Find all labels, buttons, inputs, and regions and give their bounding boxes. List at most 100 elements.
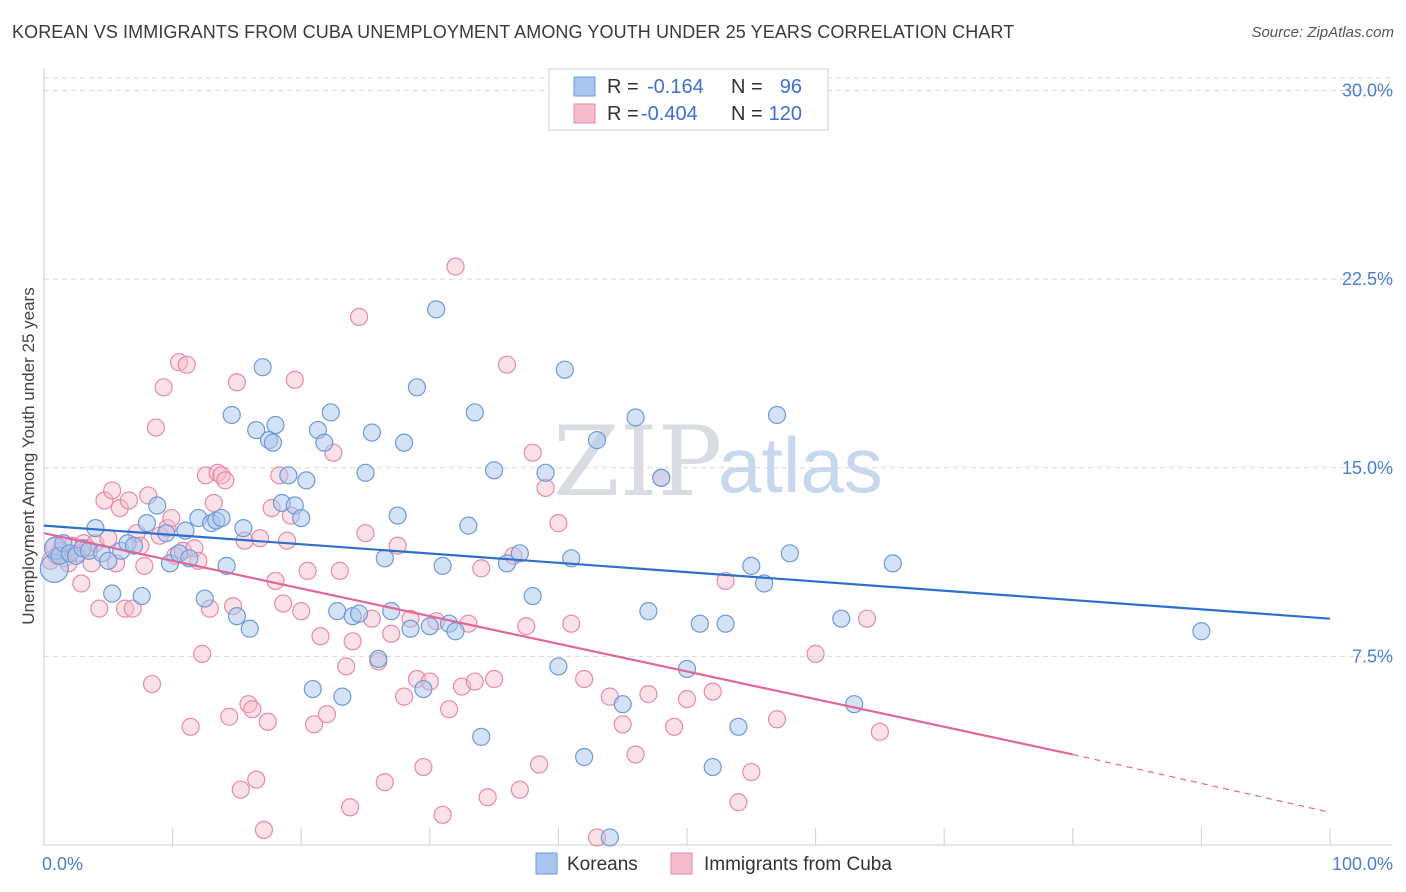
cuba-point	[523, 443, 542, 462]
bottom-legend-swatch-koreans	[535, 852, 558, 875]
korean-point	[459, 516, 478, 535]
bottom-legend-cuba: Immigrants from Cuba	[704, 854, 892, 875]
cuba-point	[337, 657, 356, 676]
korean-point	[600, 828, 619, 847]
legend-r-label-2: R =	[607, 103, 639, 125]
korean-point	[349, 604, 369, 623]
cuba-point	[485, 669, 504, 689]
cuba-point	[340, 798, 360, 817]
korean-point	[677, 659, 697, 679]
korean-point	[414, 679, 433, 699]
legend-swatch-koreans	[573, 76, 596, 97]
korean-point	[883, 554, 902, 573]
korean-point	[716, 614, 735, 633]
watermark-atlas: atlas	[718, 421, 883, 509]
korean-trend-line	[43, 524, 1331, 620]
cuba-point	[204, 493, 223, 513]
cuba-point	[870, 722, 890, 741]
korean-point	[99, 551, 118, 570]
korean-point	[755, 574, 774, 593]
cuba-point	[562, 614, 581, 633]
axes	[43, 68, 1392, 846]
korean-point	[266, 415, 285, 435]
korean-point	[124, 536, 144, 555]
cuba-point	[517, 617, 536, 636]
bottom-legend-koreans: Koreans	[567, 854, 638, 875]
legend-r-value-2: -0.404	[641, 103, 698, 125]
cuba-point	[439, 700, 459, 719]
korean-point	[227, 607, 246, 626]
cuba-point	[806, 644, 825, 663]
korean-point	[832, 609, 851, 628]
korean-point	[212, 508, 231, 528]
cuba-point	[90, 599, 109, 618]
chart-title: KOREAN VS IMMIGRANTS FROM CUBA UNEMPLOYM…	[12, 22, 1015, 42]
korean-point	[333, 687, 352, 706]
bottom-legend-swatch-cuba	[670, 852, 693, 875]
legend-n-label-2: N =	[731, 103, 763, 125]
korean-point	[292, 508, 311, 528]
korean-point	[427, 300, 446, 319]
cuba-point	[343, 632, 362, 651]
cuba-point	[510, 780, 529, 799]
cuba-point	[317, 705, 337, 724]
cuba-point	[414, 757, 433, 777]
cuba-point	[575, 669, 594, 689]
cuba-point	[227, 373, 246, 392]
legend-n-value-1: 96	[780, 76, 802, 98]
korean-point	[401, 619, 420, 638]
korean-point	[132, 586, 151, 606]
cuba-point	[742, 762, 761, 782]
korean-point	[420, 617, 439, 636]
cuba-point	[216, 471, 235, 490]
cuba-point	[162, 508, 181, 528]
cuba-point	[123, 599, 142, 618]
cuba-point	[254, 820, 274, 840]
korean-point	[222, 405, 241, 425]
korean-point	[375, 549, 394, 568]
cuba-point	[375, 773, 394, 792]
y-axis-label: Unemployment Among Youth under 25 years	[19, 287, 38, 624]
cuba-point	[729, 793, 748, 812]
korean-point	[217, 556, 236, 575]
cuba-point	[298, 561, 317, 580]
cuba-point	[497, 355, 517, 374]
legend-r-value-1: -0.164	[647, 76, 704, 98]
korean-point	[613, 695, 632, 714]
y-tick-label: 30.0%	[1342, 81, 1393, 101]
cuba-point	[394, 687, 414, 706]
cuba-point	[142, 674, 162, 694]
grid-lines	[44, 77, 1392, 657]
cuba-point	[349, 307, 369, 327]
korean-point	[433, 556, 452, 575]
korean-points	[39, 300, 1211, 847]
korean-point	[742, 556, 761, 575]
cuba-trend-line	[43, 532, 1074, 756]
cuba-point	[536, 478, 555, 498]
korean-point	[382, 602, 401, 621]
cuba-point	[250, 529, 270, 548]
trend-lines	[43, 524, 1331, 813]
korean-point	[263, 433, 283, 452]
korean-point	[626, 408, 645, 427]
cuba-point	[330, 561, 349, 580]
cuba-point	[247, 770, 266, 789]
y-tick-label: 15.0%	[1342, 458, 1393, 478]
korean-point	[485, 461, 504, 480]
cuba-point	[703, 682, 722, 701]
korean-point	[536, 463, 555, 482]
korean-point	[407, 378, 427, 397]
y-tick-label: 22.5%	[1342, 269, 1393, 289]
korean-point	[472, 727, 491, 746]
korean-point	[639, 602, 658, 621]
cuba-point	[613, 715, 632, 734]
source-label: Source: ZipAtlas.com	[1251, 24, 1394, 41]
cuba-point	[135, 556, 154, 575]
korean-point	[523, 586, 542, 606]
korean-point	[195, 589, 214, 608]
cuba-point	[277, 531, 297, 550]
x-tick-label-min: 0.0%	[42, 854, 83, 874]
korean-point	[234, 519, 253, 538]
legend-n-label-1: N =	[731, 76, 763, 98]
